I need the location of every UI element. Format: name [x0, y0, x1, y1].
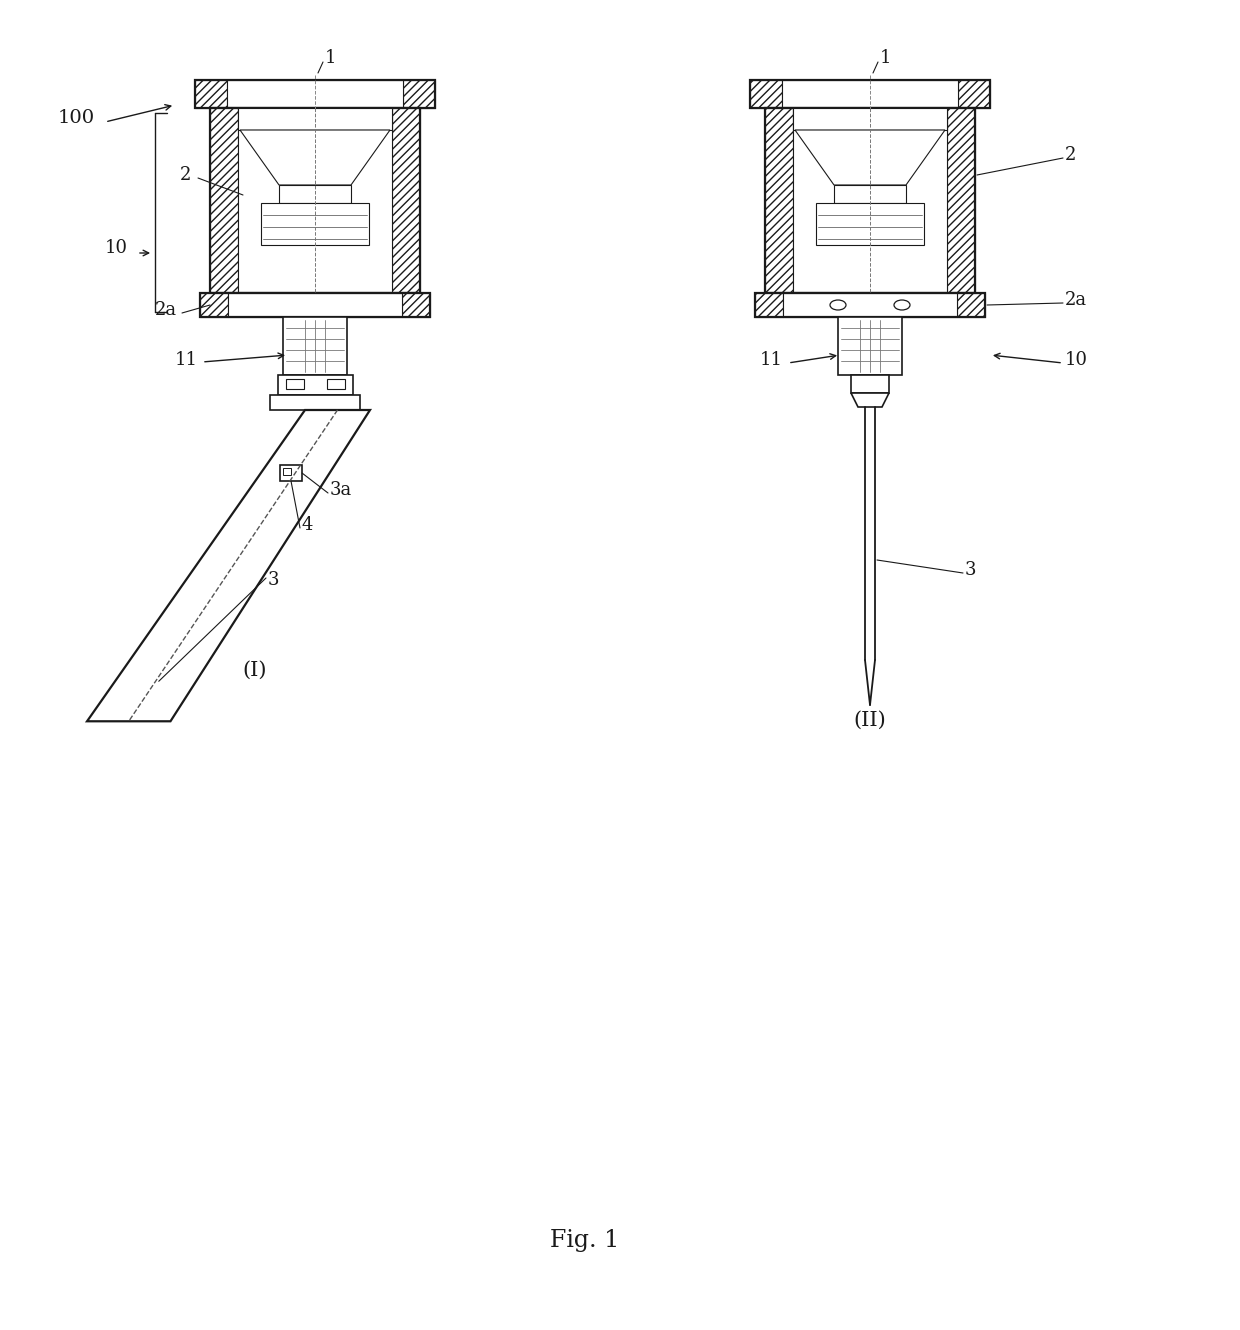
- Text: 1: 1: [880, 49, 892, 66]
- Text: 3: 3: [268, 571, 279, 589]
- Polygon shape: [200, 293, 228, 317]
- Text: 2: 2: [180, 166, 191, 184]
- Bar: [279, 185, 351, 203]
- Bar: [286, 379, 304, 388]
- Text: 10: 10: [1065, 351, 1087, 368]
- Text: 2a: 2a: [155, 301, 177, 319]
- Bar: [816, 203, 924, 245]
- Bar: [238, 108, 392, 130]
- Polygon shape: [241, 130, 391, 185]
- Bar: [238, 108, 392, 293]
- Text: 2: 2: [1065, 146, 1076, 164]
- Polygon shape: [795, 130, 945, 185]
- Bar: [270, 395, 360, 410]
- Polygon shape: [210, 108, 238, 293]
- Polygon shape: [392, 108, 420, 293]
- Polygon shape: [947, 108, 975, 293]
- Polygon shape: [957, 293, 985, 317]
- Bar: [851, 375, 889, 392]
- Bar: [782, 293, 957, 317]
- Bar: [200, 293, 430, 317]
- Polygon shape: [195, 80, 227, 108]
- Polygon shape: [765, 108, 794, 293]
- Bar: [835, 185, 906, 203]
- Bar: [794, 108, 947, 130]
- Bar: [227, 80, 403, 108]
- Text: (I): (I): [243, 661, 268, 680]
- Polygon shape: [755, 293, 782, 317]
- Bar: [782, 80, 959, 108]
- Bar: [210, 108, 420, 293]
- Text: 3a: 3a: [330, 481, 352, 499]
- Polygon shape: [87, 410, 370, 721]
- Text: 4: 4: [303, 516, 314, 535]
- Polygon shape: [959, 80, 990, 108]
- Polygon shape: [402, 293, 430, 317]
- Polygon shape: [403, 80, 435, 108]
- Bar: [283, 468, 291, 475]
- Bar: [755, 293, 985, 317]
- Bar: [750, 80, 990, 108]
- Bar: [195, 80, 435, 108]
- Polygon shape: [750, 80, 782, 108]
- Bar: [327, 379, 345, 388]
- Bar: [838, 317, 901, 375]
- Text: 3: 3: [965, 561, 977, 579]
- Text: 2a: 2a: [1065, 291, 1087, 309]
- Bar: [228, 293, 402, 317]
- Text: 1: 1: [325, 49, 336, 66]
- Text: Fig. 1: Fig. 1: [551, 1229, 619, 1252]
- Text: (II): (II): [853, 710, 887, 729]
- Bar: [278, 375, 353, 395]
- Text: 10: 10: [105, 239, 128, 257]
- Bar: [765, 108, 975, 293]
- Text: 100: 100: [58, 109, 95, 126]
- Text: 11: 11: [760, 351, 782, 368]
- Bar: [260, 203, 370, 245]
- Text: 11: 11: [175, 351, 198, 368]
- Bar: [280, 465, 303, 481]
- Bar: [283, 317, 347, 375]
- Polygon shape: [851, 392, 889, 407]
- Bar: [794, 108, 947, 293]
